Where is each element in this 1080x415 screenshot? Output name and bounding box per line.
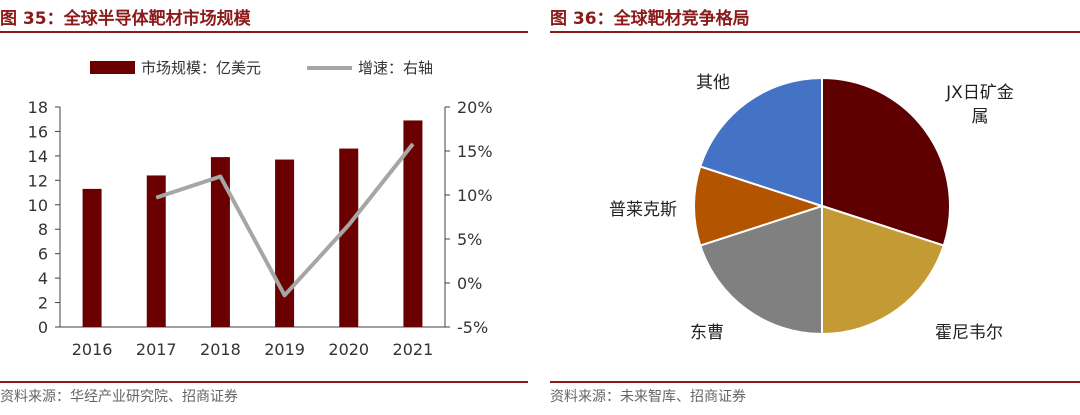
- source-rule: [0, 381, 528, 383]
- growth-point-2021: [412, 143, 414, 145]
- pie-slice-1: [821, 76, 951, 247]
- right-tick-label: 0%: [457, 274, 482, 293]
- left-tick-label: 18: [28, 98, 48, 117]
- right-tick-label: 5%: [457, 230, 482, 249]
- right-tick-label: 20%: [457, 98, 493, 117]
- pie-label-3: 东曹: [690, 323, 724, 343]
- left-tick-label: 0: [38, 318, 48, 337]
- competition-panel: 图 36：全球靶材竞争格局 JX日矿金属霍尼韦尔 东曹 普莱克斯 其他 资料来源：未来…: [550, 0, 1080, 415]
- left-tick-label: 2: [38, 294, 48, 313]
- pie-slice-2: [821, 204, 946, 336]
- pie-slice-5: [698, 76, 823, 208]
- bar-2019: [275, 159, 295, 327]
- source-rule: [550, 381, 1080, 383]
- pie-slice-3: [698, 204, 823, 336]
- x-tick-label: 2018: [200, 340, 241, 359]
- pie-label-4: 普莱克斯: [609, 200, 677, 220]
- pie-label-1: JX日矿金属: [945, 83, 1014, 127]
- pie-slice-4: [693, 165, 826, 247]
- left-tick-label: 12: [28, 171, 48, 190]
- legend-line-label: 增速：右轴: [358, 59, 433, 77]
- x-tick-label: 2017: [136, 340, 177, 359]
- legend-bar-label: 市场规模：亿美元: [141, 59, 261, 77]
- title-rule: [550, 31, 1080, 33]
- x-tick-label: 2020: [328, 340, 369, 359]
- left-tick-label: 6: [38, 245, 48, 264]
- right-tick-label: -5%: [457, 318, 488, 337]
- title-rule: [0, 31, 528, 33]
- x-tick-label: 2019: [264, 340, 305, 359]
- pie-label-2: 霍尼韦尔: [935, 323, 1003, 343]
- growth-point-2018: [219, 176, 221, 178]
- figure-36-title: 图 36：全球靶材竞争格局: [550, 9, 750, 29]
- left-tick-label: 10: [28, 196, 48, 215]
- left-tick-label: 14: [28, 147, 48, 166]
- growth-point-2017: [155, 197, 157, 199]
- x-tick-label: 2016: [72, 340, 113, 359]
- figure-35-title: 图 35：全球半导体靶材市场规模: [0, 9, 251, 29]
- source-note: 资料来源：华经产业研究院、招商证券: [0, 389, 238, 405]
- market-size-chart: 市场规模：亿美元 增速：右轴 0 2 4 6 8 10 12 14 16 18 -5% 0% 5% 10% 15…: [28, 59, 493, 359]
- right-tick-label: 15%: [457, 142, 493, 161]
- bar-2020: [339, 148, 359, 327]
- bar-2016: [82, 188, 102, 327]
- source-note: 资料来源：未来智库、招商证券: [550, 389, 746, 405]
- market-size-panel: 图 35：全球半导体靶材市场规模 市场规模：亿美元 增速：右轴 0 2 4 6 8 10 12 1…: [0, 0, 530, 415]
- left-tick-label: 8: [38, 220, 48, 239]
- bar-2018: [210, 157, 230, 327]
- pie-label-5: 其他: [696, 73, 730, 93]
- bar-2021: [403, 120, 423, 327]
- x-tick-label: 2021: [393, 340, 434, 359]
- right-tick-label: 10%: [457, 186, 493, 205]
- growth-point-2019: [284, 294, 286, 296]
- growth-point-2020: [348, 224, 350, 226]
- legend-bar-swatch: [90, 61, 135, 74]
- bar-2017: [146, 175, 166, 327]
- left-tick-label: 16: [28, 122, 48, 141]
- left-tick-label: 4: [38, 269, 48, 288]
